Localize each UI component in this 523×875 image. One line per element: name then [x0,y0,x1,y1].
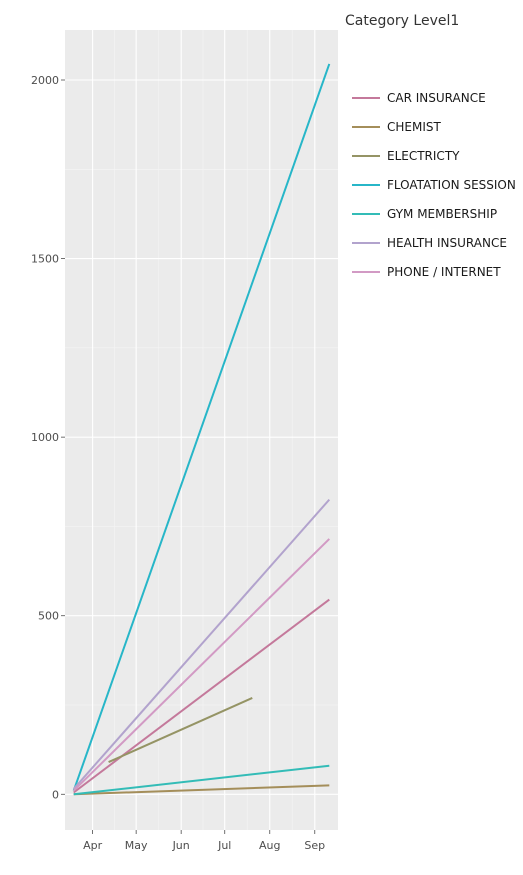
series-line [72,538,331,792]
legend-label: CAR INSURANCE [387,91,486,105]
y-tick-label: 500 [38,610,59,623]
series-line [108,696,253,764]
series-line [72,498,331,790]
series-line [72,63,331,792]
series-lines [72,63,331,796]
x-axis: Apr May Jun Jul Aug Sep [83,830,325,852]
legend: Category Level1 CAR INSURANCE CHEMIST ELEC… [345,13,516,279]
y-axis: 0 500 1000 1500 2000 [31,74,65,801]
legend-label: HEALTH INSURANCE [387,236,507,250]
legend-items: CAR INSURANCE CHEMIST ELECTRICTY FLOATATION… [352,91,516,279]
y-tick-label: 0 [52,788,59,801]
legend-label: CHEMIST [387,120,441,134]
legend-label: FLOATATION SESSION [387,178,516,192]
legend-label: PHONE / INTERNET [387,265,501,279]
x-tick-label: Jul [217,839,231,852]
y-tick-label: 2000 [31,74,59,87]
x-tick-label: May [125,839,148,852]
series-line [73,764,330,796]
x-tick-label: Sep [304,839,325,852]
x-tick-label: Jun [172,839,190,852]
grid-major [65,30,338,830]
legend-label: ELECTRICTY [387,149,460,163]
y-tick-label: 1000 [31,431,59,444]
grid-minor [65,30,338,830]
x-tick-label: Aug [259,839,280,852]
legend-label: GYM MEMBERSHIP [387,207,497,221]
series-line [73,598,330,794]
series-line [73,784,330,796]
y-tick-label: 1500 [31,253,59,266]
x-tick-label: Apr [83,839,103,852]
legend-title: Category Level1 [345,13,459,29]
